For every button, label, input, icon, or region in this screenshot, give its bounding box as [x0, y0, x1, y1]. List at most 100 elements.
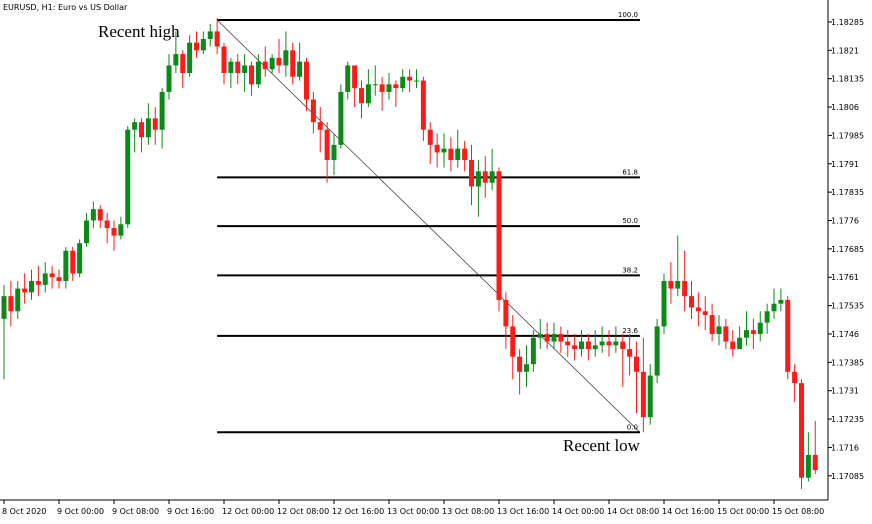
candle-body [462, 148, 468, 160]
y-tick-label: 1.18135 [831, 75, 864, 84]
candle-body [441, 148, 447, 153]
x-tick-label: 9 Oct 16:00 [167, 507, 214, 516]
candle-body [139, 122, 144, 138]
candle-body [565, 341, 571, 346]
candle-body [365, 84, 371, 104]
candle-body [35, 281, 41, 285]
candle-body [496, 171, 502, 300]
candle-body [723, 326, 729, 342]
candle-body [276, 57, 282, 66]
y-tick-label: 1.17385 [831, 358, 864, 367]
candle-body [221, 46, 227, 73]
candle-body [654, 326, 660, 376]
candle-body [627, 349, 633, 357]
candle-body [792, 371, 798, 384]
candle-body [613, 341, 619, 346]
candle-body [372, 84, 378, 86]
candle-body [599, 341, 605, 346]
candle-body [317, 122, 323, 130]
y-tick-label: 1.1716 [831, 443, 859, 452]
x-tick-label: 15 Oct 00:00 [717, 507, 769, 516]
candle-body [634, 356, 639, 372]
candle-body [716, 326, 722, 334]
candle-body [22, 288, 28, 293]
candle-body [352, 65, 358, 89]
x-tick-label: 14 Oct 00:00 [552, 507, 604, 516]
candle-body [757, 322, 763, 334]
candle-body [200, 38, 206, 51]
candle-body [235, 61, 241, 73]
x-tick-label: 14 Oct 16:00 [662, 507, 714, 516]
y-tick-label: 1.17535 [831, 302, 864, 311]
candle-body [475, 171, 481, 187]
candle-body [709, 315, 715, 334]
candle-body [290, 50, 296, 77]
candle-body [386, 84, 392, 92]
candle-body [104, 220, 110, 229]
candle-body [49, 273, 55, 278]
fib-label: 50.0 [622, 217, 638, 225]
candle-body [194, 42, 199, 51]
candle-body [592, 345, 598, 350]
candle-body [42, 273, 48, 285]
candle-body [469, 159, 474, 187]
y-tick-label: 1.18285 [831, 18, 864, 27]
candle-body [70, 250, 76, 274]
candle-body [771, 303, 777, 312]
candle-body [297, 61, 303, 77]
candle-body [269, 57, 275, 70]
x-tick-label: 13 Oct 00:00 [387, 507, 439, 516]
candle-body [262, 61, 268, 70]
candle-body [579, 341, 584, 350]
candle-body [414, 80, 419, 82]
candle-body [764, 311, 770, 323]
y-tick-label: 1.1776 [831, 216, 859, 225]
candle-body [214, 31, 220, 47]
x-tick-label: 13 Oct 16:00 [497, 507, 549, 516]
y-tick-label: 1.1761 [831, 273, 859, 282]
y-tick-label: 1.1731 [831, 387, 859, 396]
x-tick-label: 9 Oct 08:00 [112, 507, 159, 516]
candle-body [675, 281, 681, 289]
candle-body [585, 341, 591, 350]
candle-body [187, 42, 193, 73]
candle-body [173, 54, 179, 66]
candle-body [482, 171, 488, 183]
candle-body [345, 65, 351, 92]
candle-body [111, 228, 117, 236]
candle-body [682, 281, 688, 297]
candle-body [118, 224, 124, 236]
fib-label: 23.6 [622, 327, 638, 335]
candle-body [145, 118, 151, 138]
candle-body [572, 345, 578, 350]
candle-body [517, 356, 523, 372]
candle-body [812, 454, 818, 471]
annotation: Recent high [98, 22, 180, 41]
candle-body [207, 31, 213, 39]
candle-body [661, 281, 667, 327]
y-tick-label: 1.1791 [831, 160, 859, 169]
fib-label: 61.8 [622, 168, 638, 176]
candle-body [524, 364, 529, 372]
candle-body [242, 65, 248, 73]
candle-body [537, 333, 543, 338]
chart-title: EURUSD, H1: Euro vs US Dollar [3, 3, 128, 12]
candle-body [84, 220, 89, 244]
candle-body [359, 88, 364, 104]
candle-body [228, 61, 234, 73]
y-tick-label: 1.17985 [831, 131, 864, 140]
candle-body [379, 84, 385, 92]
candle-body [544, 333, 550, 342]
candle-body [407, 76, 413, 81]
candle-body [180, 54, 186, 73]
candle-body [434, 144, 440, 153]
candle-body [283, 50, 289, 66]
candle-body [799, 383, 804, 478]
fib-label: 100.0 [618, 11, 638, 19]
candle-body [324, 129, 330, 160]
fib-label: 0.0 [627, 423, 638, 431]
candle-body [702, 311, 708, 316]
candle-body [503, 299, 509, 327]
candle-body [338, 91, 344, 145]
